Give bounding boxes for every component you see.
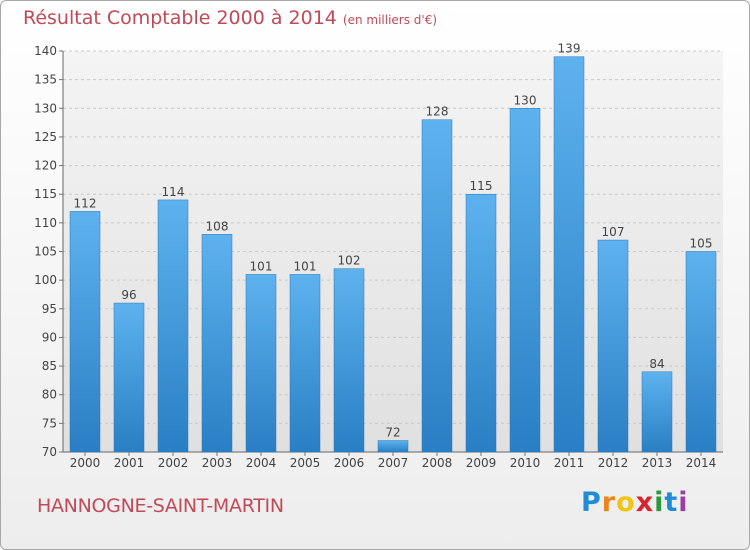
x-tick-label: 2009 [466, 456, 497, 470]
bar-value-label: 101 [250, 259, 273, 273]
logo-letter: i [678, 487, 689, 518]
y-tick-label: 85 [42, 359, 57, 373]
bar-value-label: 107 [602, 225, 625, 239]
bar-value-label: 114 [162, 185, 185, 199]
bar-value-label: 108 [206, 219, 229, 233]
bar-value-label: 128 [426, 105, 449, 119]
logo-letter: t [664, 487, 679, 518]
y-tick-label: 110 [34, 216, 57, 230]
x-tick-label: 2013 [642, 456, 673, 470]
x-tick-label: 2003 [202, 456, 233, 470]
proxiti-logo: Proxiti [581, 487, 689, 518]
bar [685, 251, 717, 453]
y-tick-label: 70 [42, 445, 57, 459]
bar-value-label: 72 [385, 426, 400, 440]
y-tick-label: 125 [34, 130, 57, 144]
x-tick-label: 2004 [246, 456, 277, 470]
x-tick-label: 2005 [290, 456, 321, 470]
x-tick-label: 2010 [510, 456, 541, 470]
bar-value-label: 139 [558, 42, 581, 56]
x-tick-label: 2000 [70, 456, 101, 470]
bar-value-label: 101 [294, 259, 317, 273]
bar [509, 108, 541, 453]
bar [157, 199, 189, 453]
y-tick-label: 120 [34, 159, 57, 173]
y-tick-label: 90 [42, 330, 57, 344]
y-tick-label: 115 [34, 187, 57, 201]
bar-value-label: 102 [338, 254, 361, 268]
x-tick-label: 2002 [158, 456, 189, 470]
x-tick-label: 2006 [334, 456, 365, 470]
bar [113, 302, 145, 453]
y-tick-label: 130 [34, 101, 57, 115]
x-tick-label: 2011 [554, 456, 585, 470]
bar [377, 440, 409, 453]
bar-value-label: 130 [514, 93, 537, 107]
y-tick-label: 80 [42, 388, 57, 402]
logo-letter: x [635, 487, 655, 518]
y-tick-label: 105 [34, 245, 57, 259]
y-tick-label: 135 [34, 73, 57, 87]
chart-unit-note: (en milliers d'€) [342, 13, 438, 27]
y-tick-label: 95 [42, 302, 57, 316]
y-tick-label: 140 [34, 44, 57, 58]
bar [333, 268, 365, 453]
bar-value-label: 112 [74, 196, 97, 210]
bar-value-label: 96 [121, 288, 136, 302]
logo-letter: i [654, 487, 665, 518]
x-tick-label: 2008 [422, 456, 453, 470]
bar-value-label: 115 [470, 179, 493, 193]
bar [641, 371, 673, 453]
chart-title-text: Résultat Comptable 2000 à 2014 [23, 7, 337, 29]
bar [245, 274, 277, 453]
bar [465, 193, 497, 453]
y-tick-label: 75 [42, 416, 57, 430]
x-tick-label: 2014 [686, 456, 717, 470]
commune-name: HANNOGNE-SAINT-MARTIN [37, 495, 284, 517]
x-tick-label: 2001 [114, 456, 145, 470]
x-tick-label: 2012 [598, 456, 629, 470]
logo-letter: r [601, 487, 617, 518]
bar [289, 274, 321, 453]
bar-value-label: 105 [690, 237, 713, 251]
bar [553, 56, 585, 453]
x-tick-label: 2007 [378, 456, 409, 470]
bar-value-label: 84 [649, 357, 664, 371]
bar [69, 211, 101, 453]
y-tick-label: 100 [34, 273, 57, 287]
bar [597, 239, 629, 453]
logo-letter: P [581, 487, 602, 518]
chart-title: Résultat Comptable 2000 à 2014 (en millie… [23, 7, 437, 29]
bar [421, 119, 453, 453]
logo-letter: o [616, 487, 636, 518]
bar [201, 234, 233, 453]
